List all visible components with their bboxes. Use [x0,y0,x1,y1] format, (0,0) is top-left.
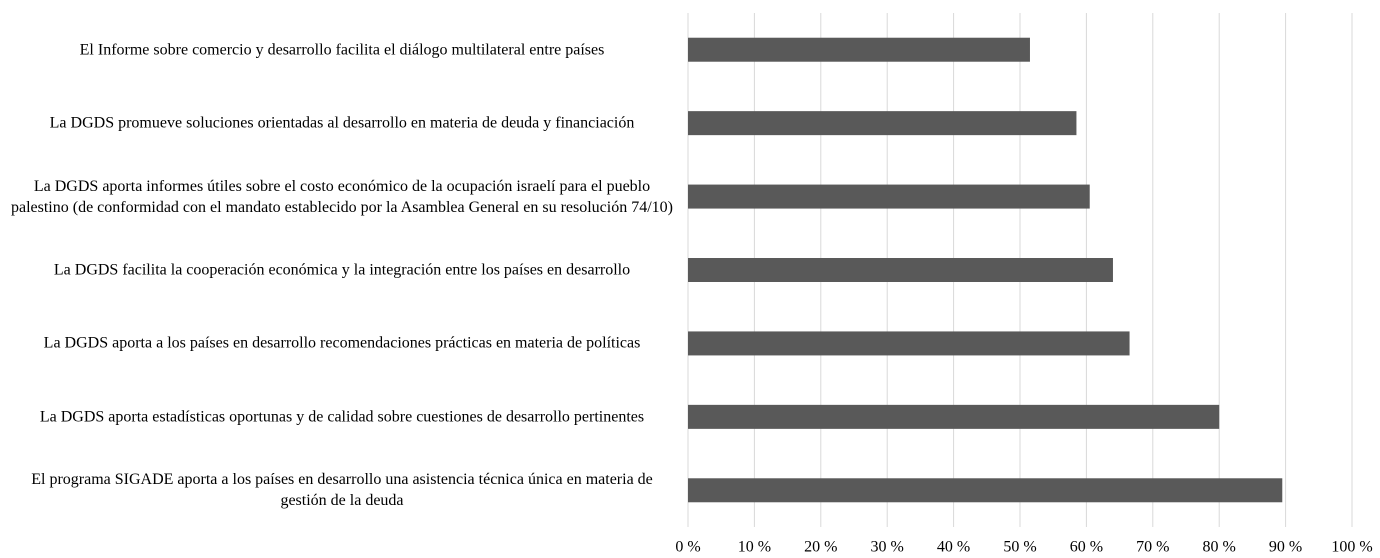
bar [688,111,1077,136]
x-tick-label: 0 % [675,539,700,556]
y-tick-label: La DGDS aporta informes útiles sobre el … [10,177,673,216]
bar [688,478,1283,503]
x-tick-label: 20 % [804,539,837,556]
x-tick-label: 30 % [871,539,904,556]
bar [688,404,1220,429]
y-tick-label: La DGDS aporta estadísticas oportunas y … [39,408,645,426]
y-tick-label: La DGDS facilita la cooperación económic… [53,261,631,279]
x-tick-label: 60 % [1070,539,1103,556]
y-tick-label: La DGDS aporta a los países en desarroll… [43,334,641,352]
bar [688,37,1030,62]
x-tick-label: 100 % [1331,539,1372,556]
bar [688,184,1090,209]
x-tick-label: 80 % [1203,539,1236,556]
x-tick-label: 70 % [1136,539,1169,556]
bar [688,331,1130,356]
x-tick-label: 50 % [1003,539,1036,556]
x-tick-label: 90 % [1269,539,1302,556]
y-tick-label: El Informe sobre comercio y desarrollo f… [79,41,605,59]
y-tick-label: El programa SIGADE aporta a los países e… [31,471,653,510]
x-tick-label: 10 % [738,539,771,556]
x-tick-label: 40 % [937,539,970,556]
bar [688,258,1113,282]
y-tick-label: La DGDS promueve soluciones orientadas a… [49,114,635,132]
